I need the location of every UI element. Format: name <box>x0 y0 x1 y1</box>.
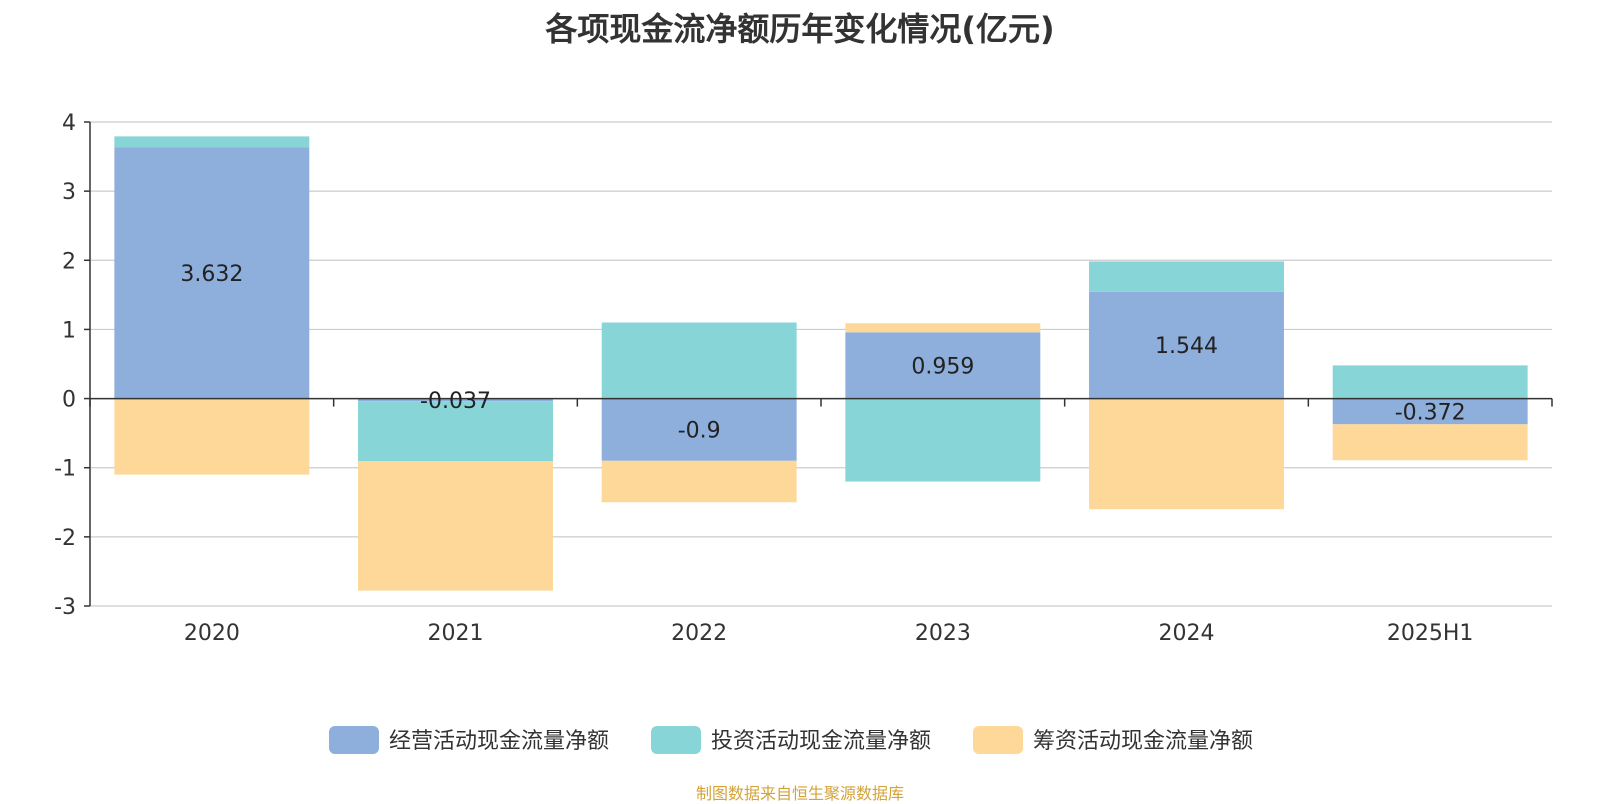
bar-segment <box>114 147 310 399</box>
x-tick-label: 2024 <box>1159 621 1215 646</box>
bar-segment <box>114 398 310 475</box>
data-label: -0.037 <box>420 389 491 414</box>
bar-segment <box>358 398 553 402</box>
data-label: -0.372 <box>1395 400 1466 425</box>
bar-segment <box>601 398 797 461</box>
x-tick-label: 2021 <box>428 621 484 646</box>
bar-segment <box>1332 424 1528 461</box>
data-label: 1.544 <box>1155 334 1218 359</box>
bar-segment <box>114 136 310 148</box>
y-tick-label: -1 <box>54 457 76 482</box>
x-tick-label: 2020 <box>184 621 240 646</box>
legend-swatch <box>329 726 379 754</box>
bar-segment <box>601 322 797 399</box>
bar-segment <box>1089 398 1284 510</box>
y-tick-label: -3 <box>54 595 76 620</box>
bar-segment <box>845 323 1041 333</box>
x-tick-label: 2023 <box>915 621 971 646</box>
bar-segment <box>358 401 553 462</box>
source-note: 制图数据来自恒生聚源数据库 <box>695 784 904 803</box>
bar-segment <box>1089 261 1284 292</box>
bar-segment <box>1332 365 1528 399</box>
legend-label: 投资活动现金流量净额 <box>711 729 931 754</box>
x-tick-label: 2022 <box>671 621 727 646</box>
bar-segment <box>845 332 1041 399</box>
y-tick-label: 4 <box>62 111 76 136</box>
legend-label: 经营活动现金流量净额 <box>389 729 609 754</box>
bar-segment <box>601 460 797 503</box>
legend-swatch <box>651 726 701 754</box>
bar-segment <box>358 461 553 591</box>
y-tick-label: 1 <box>62 318 76 343</box>
y-tick-label: -2 <box>54 526 76 551</box>
y-tick-label: 0 <box>62 388 76 413</box>
legend-swatch <box>973 726 1023 754</box>
y-tick-label: 2 <box>62 249 76 274</box>
data-label: 0.959 <box>911 354 974 379</box>
data-label: 3.632 <box>180 262 243 287</box>
bar-segment <box>1089 291 1284 399</box>
chart-title: 各项现金流净额历年变化情况(亿元) <box>545 10 1055 48</box>
y-tick-label: 3 <box>62 180 76 205</box>
legend-label: 筹资活动现金流量净额 <box>1033 729 1253 754</box>
bar-segment <box>1332 398 1528 425</box>
data-label: -0.9 <box>678 419 721 444</box>
x-tick-label: 2025H1 <box>1387 621 1474 646</box>
bar-segment <box>845 398 1041 482</box>
